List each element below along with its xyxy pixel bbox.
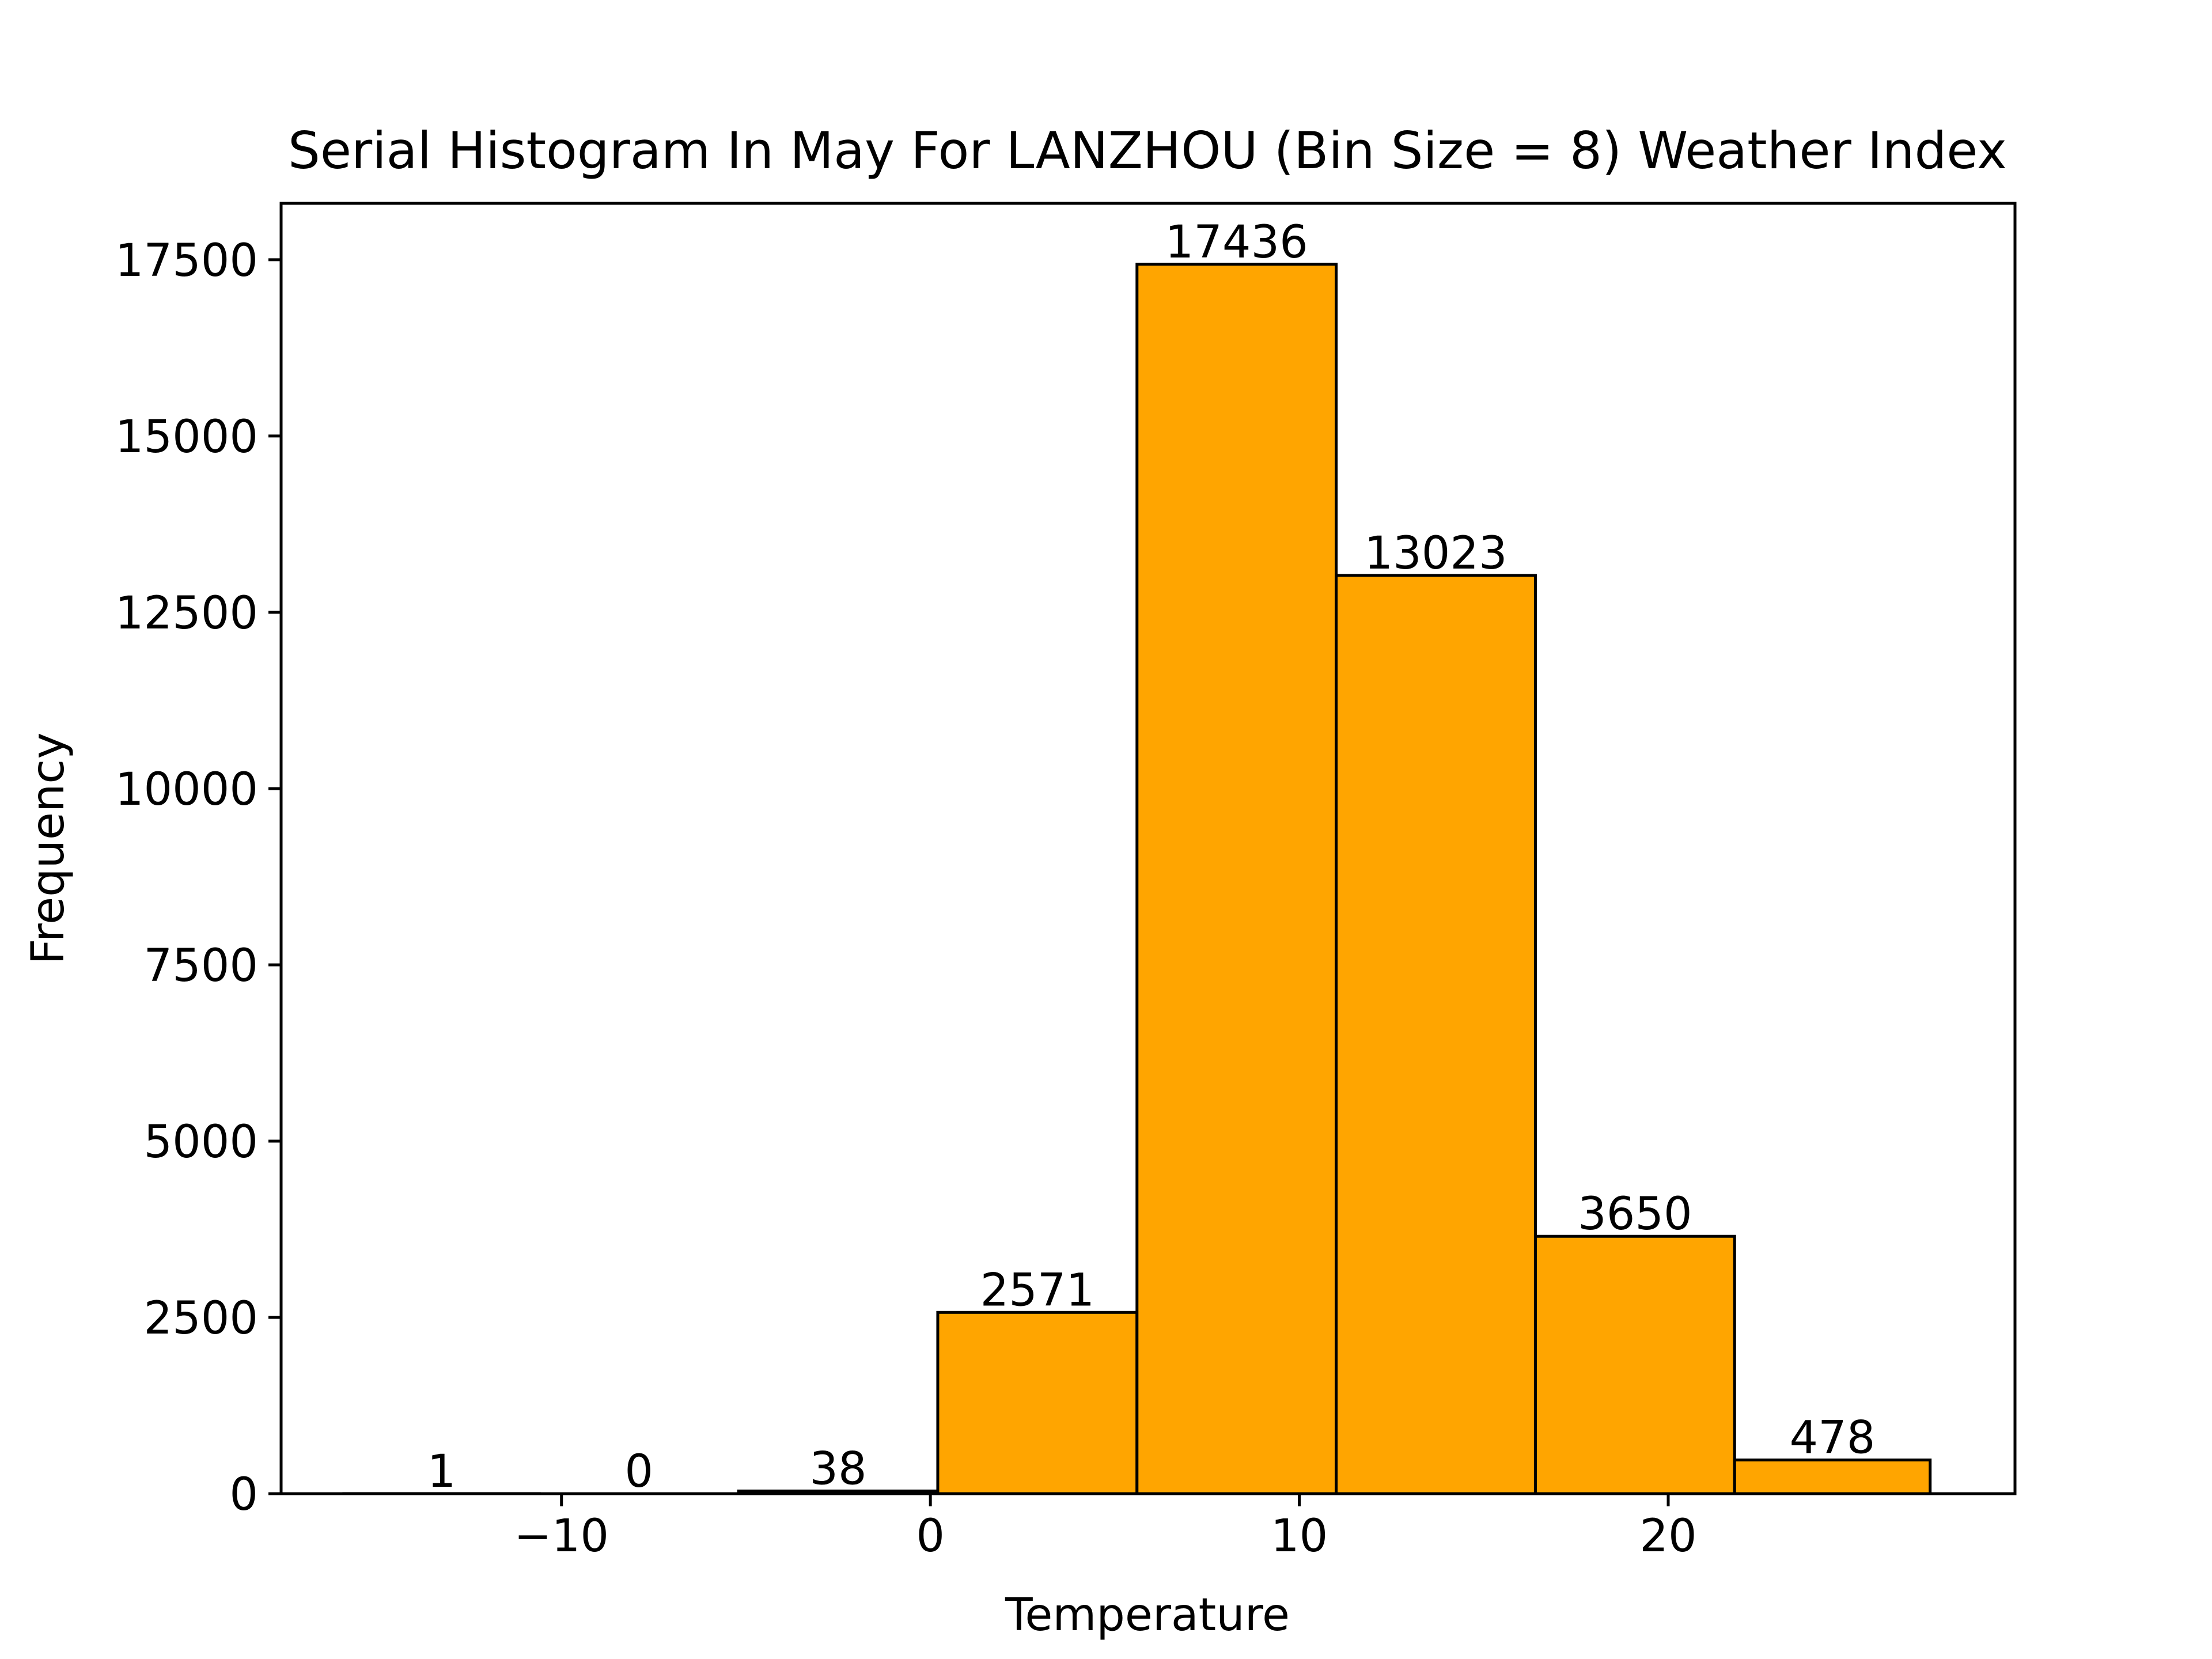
bar-value-label: 478 xyxy=(1790,1412,1876,1464)
x-tick-label: 10 xyxy=(1271,1510,1328,1562)
x-tick-label: 20 xyxy=(1639,1510,1696,1562)
histogram-bar xyxy=(936,1310,1139,1495)
histogram-bar xyxy=(1335,574,1537,1495)
x-axis-ticks: −10 0 10 20 xyxy=(514,1494,1697,1562)
bar-value-label: 1 xyxy=(427,1446,456,1498)
bar-value-label: 17436 xyxy=(1165,217,1308,268)
y-tick-label: 15000 xyxy=(115,411,258,463)
plot-frame xyxy=(279,202,2017,1495)
histogram-bar xyxy=(1533,1234,1736,1495)
y-axis-ticks: 0 2500 5000 7500 10000 12500 15000 17500 xyxy=(115,235,281,1521)
bars-group xyxy=(342,263,1932,1495)
bar-value-label: 2571 xyxy=(980,1264,1095,1316)
histogram-bar xyxy=(1733,1458,1932,1495)
bar-value-label: 3650 xyxy=(1578,1188,1692,1240)
bar-labels-group: 1 0 38 2571 17436 13023 3650 478 xyxy=(427,217,1876,1498)
y-tick-label: 7500 xyxy=(143,940,258,992)
x-tick-label: −10 xyxy=(514,1510,609,1562)
x-axis-label: Temperature xyxy=(1005,1589,1290,1641)
histogram-bar xyxy=(1135,263,1338,1495)
y-axis-label: Frequency xyxy=(22,733,74,965)
y-tick-label: 12500 xyxy=(115,588,258,639)
y-tick-label: 10000 xyxy=(115,764,258,816)
x-tick-label: 0 xyxy=(916,1510,945,1562)
bar-value-label: 13023 xyxy=(1364,528,1507,579)
bar-value-label: 38 xyxy=(809,1443,866,1495)
y-tick-label: 2500 xyxy=(143,1293,258,1344)
chart-title: Serial Histogram In May For LANZHOU (Bin… xyxy=(288,121,2007,180)
y-tick-label: 5000 xyxy=(143,1116,258,1168)
y-tick-label: 0 xyxy=(229,1469,258,1521)
y-tick-label: 17500 xyxy=(115,235,258,287)
bar-value-label: 0 xyxy=(624,1446,653,1498)
